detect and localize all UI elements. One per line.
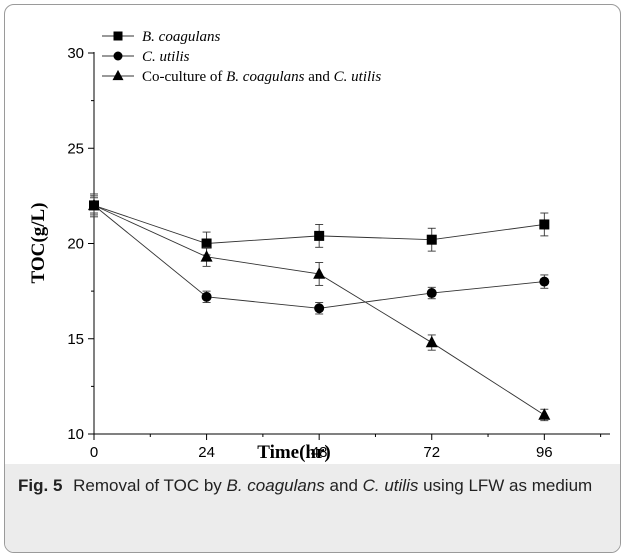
- y-tick-label: 15: [67, 331, 84, 348]
- legend-label-part: B. coagulans: [226, 69, 304, 85]
- y-tick-label: 25: [67, 140, 84, 157]
- figure-label: Fig. 5: [18, 476, 63, 495]
- data-point-square: [539, 219, 550, 230]
- data-point-square: [201, 238, 212, 249]
- data-point-triangle: [313, 267, 326, 279]
- x-tick-label: 0: [90, 444, 98, 461]
- x-axis: 0 24 48 72 96: [90, 433, 610, 461]
- data-point-triangle: [425, 335, 438, 348]
- x-tick-label: 48: [311, 444, 328, 461]
- legend-item: Co-culture of B. coagulans and C. utilis: [102, 69, 381, 85]
- figure-caption: Fig. 5 Removal of TOC by B. coagulans an…: [18, 474, 608, 497]
- data-point-circle: [113, 51, 123, 61]
- data-point-triangle: [200, 250, 213, 262]
- x-axis-title: Time(hr): [257, 442, 331, 463]
- legend-label: C. utilis: [142, 49, 190, 65]
- data-point-square: [426, 234, 437, 245]
- caption-box: Fig. 5 Removal of TOC by B. coagulans an…: [5, 464, 620, 552]
- series-layer: [88, 193, 551, 422]
- legend-item: B. coagulans: [102, 29, 220, 45]
- legend-label-part: C. utilis: [334, 69, 382, 85]
- y-tick-label: 30: [67, 45, 84, 62]
- data-point-square: [314, 230, 325, 241]
- legend-item: C. utilis: [102, 49, 190, 65]
- series-circle: [89, 197, 550, 315]
- legend-label-part: C. utilis: [142, 49, 190, 65]
- y-tick-label: 20: [67, 236, 84, 253]
- caption-species: B. coagulans: [226, 476, 325, 495]
- caption-segment: using LFW as medium: [418, 476, 593, 495]
- y-axis-title: TOC(g/L): [28, 203, 49, 284]
- series-line: [93, 205, 545, 309]
- data-point-circle: [201, 291, 212, 302]
- x-tick-label: 24: [198, 444, 215, 461]
- caption-segment: and: [324, 476, 363, 495]
- legend-label-part: Co-culture of: [142, 69, 226, 85]
- caption-species: C. utilis: [362, 476, 419, 495]
- x-tick-label: 96: [536, 444, 553, 461]
- toc-line-chart: 0 24 48 72 96 10 15 20 25 30 B. coagulans C. util…: [28, 29, 610, 463]
- caption-text: Removal of TOC by B. coagulans and C. ut…: [73, 476, 592, 495]
- legend-label-part: and: [304, 69, 333, 85]
- series-square: [89, 193, 550, 256]
- y-tick-label: 10: [67, 426, 84, 443]
- x-tick-label: 72: [423, 444, 440, 461]
- legend-label: B. coagulans: [142, 29, 220, 45]
- series-triangle: [88, 195, 551, 422]
- figure-panel: 0 24 48 72 96 10 15 20 25 30 B. coagulans C. util…: [4, 4, 621, 553]
- data-point-square: [113, 31, 123, 41]
- caption-segment: Removal of TOC by: [73, 476, 227, 495]
- data-point-circle: [426, 288, 437, 299]
- data-point-circle: [314, 303, 325, 314]
- data-point-triangle: [538, 408, 551, 420]
- legend-label: Co-culture of B. coagulans and C. utilis: [142, 69, 381, 85]
- legend-label-part: B. coagulans: [142, 29, 220, 45]
- data-point-triangle: [112, 69, 124, 81]
- y-axis: 10 15 20 25 30: [67, 45, 95, 443]
- data-point-circle: [539, 276, 550, 287]
- data-point-triangle: [88, 198, 100, 211]
